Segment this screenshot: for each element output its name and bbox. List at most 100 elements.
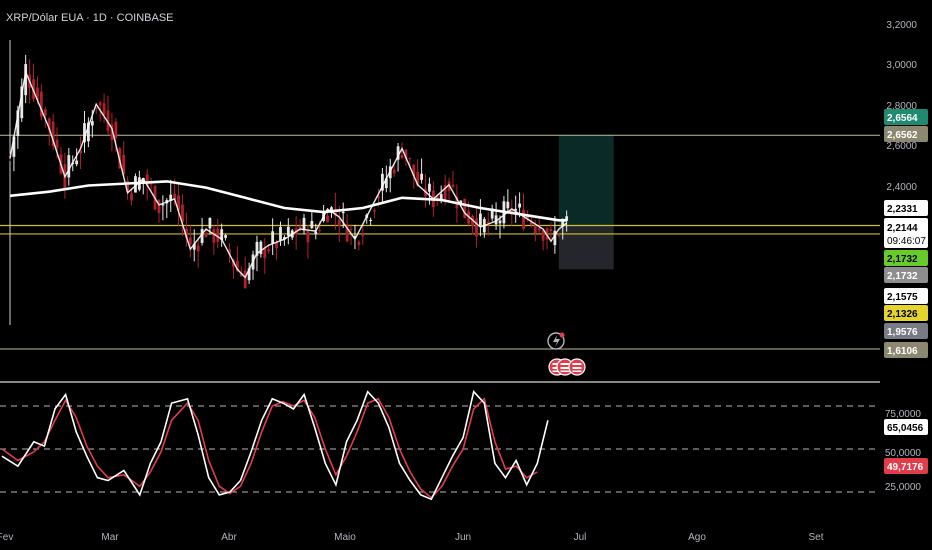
candle-body — [416, 171, 420, 186]
candle-body — [94, 107, 98, 109]
candle-body — [565, 216, 569, 221]
candle-body — [337, 219, 341, 226]
long-position-stop-zone — [558, 225, 614, 270]
candle-body — [549, 229, 553, 232]
candle-body — [541, 230, 545, 241]
flag-stripe — [552, 370, 562, 372]
candle-body — [314, 231, 318, 235]
flag-stripe — [572, 370, 582, 372]
candle-body — [302, 217, 306, 231]
candle-body — [471, 216, 474, 227]
price-badge — [884, 218, 928, 248]
candle-body — [518, 203, 521, 208]
candle-body — [392, 169, 396, 174]
candle-body — [377, 196, 380, 199]
long-position-tool[interactable] — [558, 135, 614, 270]
flag-stripe — [572, 367, 582, 369]
candle-body — [39, 91, 43, 117]
candle-body — [83, 123, 86, 143]
countdown-label: 09:46:07 — [887, 236, 926, 247]
candle-body — [157, 199, 161, 213]
candle-body — [494, 215, 498, 225]
candle-body — [216, 228, 220, 242]
candle-body — [12, 136, 16, 157]
candle-body — [286, 226, 290, 236]
candle-body — [486, 221, 490, 224]
candle-body — [373, 210, 376, 212]
price-badge — [884, 305, 928, 321]
price-badge — [884, 342, 928, 358]
candle-body — [384, 178, 388, 189]
stochastic-badge-label: 49,7176 — [887, 462, 924, 473]
candle-body — [412, 164, 416, 176]
candle-body — [396, 146, 400, 160]
candle-body — [196, 245, 200, 252]
price-badge — [884, 267, 928, 283]
stochastic-badge — [884, 458, 928, 474]
stochastic-badge — [884, 419, 928, 435]
candle-body — [208, 217, 212, 229]
price-badge-label: 1,9576 — [887, 327, 918, 338]
time-tick-label: Fev — [0, 532, 13, 543]
time-axis[interactable]: Fev Mar Abr Maio Jun Jul Ago Set — [0, 532, 824, 543]
candle-body — [510, 208, 514, 213]
price-tick-label: 3,2000 — [886, 20, 917, 31]
candle-body — [67, 155, 71, 178]
candle-body — [36, 87, 39, 100]
candle-body — [145, 174, 149, 186]
time-tick-label: Abr — [221, 532, 237, 543]
candle-body — [498, 220, 502, 224]
candle-body — [533, 224, 537, 234]
candle-body — [204, 233, 208, 238]
candle-body — [20, 86, 24, 119]
candle-body — [239, 272, 243, 277]
price-badge — [884, 126, 928, 142]
candle-body — [16, 110, 20, 137]
candle-body — [169, 194, 173, 201]
candle-body — [24, 64, 28, 96]
price-badge-label: 2,1732 — [887, 254, 918, 265]
time-tick-label: Jun — [455, 532, 471, 543]
candle-body — [490, 208, 494, 219]
candle-body — [341, 211, 345, 214]
candle-body — [126, 180, 129, 192]
candle-body — [259, 241, 263, 255]
time-tick-label: Set — [808, 532, 823, 543]
stochastic-k-line — [1, 390, 549, 501]
candle-body — [247, 268, 251, 281]
candle-body — [173, 193, 177, 199]
candle-body — [553, 230, 557, 246]
stochastic-tick-label: 75,0000 — [885, 409, 922, 420]
candle-body — [192, 243, 196, 250]
candle-body — [459, 200, 463, 204]
candle-body — [122, 154, 126, 175]
notification-dot — [559, 332, 565, 338]
candle-body — [318, 230, 322, 232]
candle-body — [420, 173, 423, 180]
symbol-title[interactable]: XRP/Dólar EUA · 1D · COINBASE — [6, 12, 174, 24]
time-tick-label: Mar — [101, 532, 119, 543]
long-position-target-zone — [558, 135, 614, 226]
event-icons[interactable] — [547, 332, 586, 376]
candle-body — [369, 220, 373, 222]
candle-body — [522, 209, 525, 229]
candle-body — [98, 102, 102, 106]
price-badge-label: 2,1732 — [887, 271, 918, 282]
candle-body — [188, 237, 192, 245]
price-axis[interactable]: 3,2000 3,0000 2,8000 2,6000 2,4000 75,0000 50,… — [885, 20, 922, 493]
candle-body — [435, 196, 439, 199]
price-badge-label: 2,6564 — [887, 113, 918, 124]
candle-body — [220, 229, 224, 241]
candle-body — [381, 173, 384, 191]
candle-body — [283, 237, 286, 240]
stochastic-tick-label: 50,0000 — [885, 448, 922, 459]
candle-body — [529, 221, 533, 225]
candle-body — [326, 215, 329, 223]
candle-body — [557, 234, 561, 236]
candle-body — [271, 231, 275, 244]
moving-average — [9, 69, 568, 279]
candle-body — [306, 230, 310, 243]
price-tick-label: 2,4000 — [886, 182, 917, 193]
